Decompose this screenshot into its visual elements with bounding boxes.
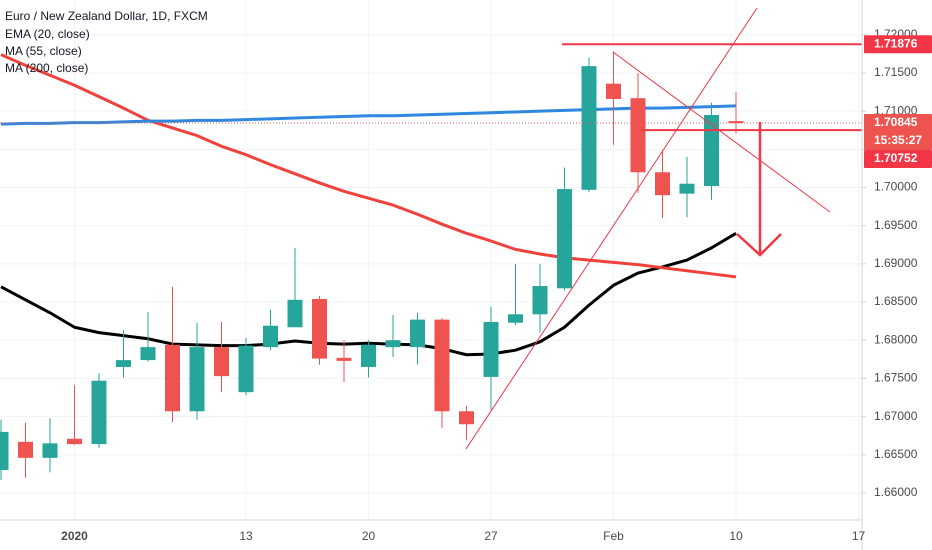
y-tick-label: 1.71500 bbox=[874, 65, 918, 79]
y-tick-label: 1.66500 bbox=[874, 447, 918, 461]
price-tag-label: 1.70752 bbox=[874, 151, 918, 165]
candle-body bbox=[18, 441, 33, 458]
ma-line bbox=[0, 53, 737, 279]
axes: 1.720001.715001.710001.705001.700001.695… bbox=[61, 27, 918, 543]
candle-body bbox=[238, 345, 254, 393]
price-tag-label: 1.70845 bbox=[874, 115, 918, 129]
candle-body bbox=[581, 66, 597, 190]
x-tick-label: Feb bbox=[603, 529, 624, 543]
candle-body bbox=[312, 299, 327, 359]
countdown-label: 15:35:27 bbox=[874, 133, 922, 147]
x-tick-label: 2020 bbox=[61, 529, 88, 543]
price-tag bbox=[864, 114, 932, 151]
candle-body bbox=[704, 114, 719, 187]
candle-body bbox=[459, 411, 474, 425]
candle-body bbox=[0, 431, 9, 471]
levels bbox=[0, 43, 862, 132]
x-tick-label: 10 bbox=[729, 529, 743, 543]
drawings bbox=[465, 7, 831, 450]
candles bbox=[0, 51, 744, 480]
price-tag bbox=[864, 35, 932, 54]
legend-entry: MA (55, close) bbox=[5, 44, 82, 58]
candle-body bbox=[116, 360, 131, 367]
candle-body bbox=[630, 98, 646, 173]
candle-body bbox=[189, 347, 205, 412]
y-tick-label: 1.66000 bbox=[874, 485, 918, 499]
legend: Euro / New Zealand Dollar, 1D, FXCM EMA … bbox=[5, 9, 208, 75]
candle-body bbox=[557, 189, 572, 289]
candle-body bbox=[263, 325, 278, 348]
price-tag-label: 1.71876 bbox=[874, 36, 918, 50]
candle-body bbox=[336, 357, 352, 361]
candle-body bbox=[434, 319, 450, 412]
y-tick-label: 1.69000 bbox=[874, 256, 918, 270]
y-tick-label: 1.67500 bbox=[874, 371, 918, 385]
chart-title: Euro / New Zealand Dollar, 1D, FXCM bbox=[5, 9, 208, 23]
arrow-head bbox=[736, 233, 782, 257]
y-tick-label: 1.68000 bbox=[874, 332, 918, 346]
candle-body bbox=[410, 319, 425, 348]
x-tick-label: 13 bbox=[239, 529, 253, 543]
candle-body bbox=[140, 347, 156, 361]
candle-body bbox=[655, 172, 670, 196]
price-tag bbox=[864, 150, 932, 169]
y-tick-label: 1.71000 bbox=[874, 103, 918, 117]
candle-body bbox=[361, 344, 376, 367]
candle-body bbox=[385, 340, 401, 348]
candle-body bbox=[679, 183, 695, 194]
y-tick-label: 1.67000 bbox=[874, 409, 918, 423]
candle-body bbox=[91, 380, 107, 445]
trend-line bbox=[612, 51, 831, 213]
x-tick-label: 27 bbox=[484, 529, 498, 543]
candle-body bbox=[532, 286, 548, 315]
candle-body bbox=[287, 299, 303, 328]
candle-body bbox=[214, 347, 229, 377]
y-tick-label: 1.70000 bbox=[874, 180, 918, 194]
candle-body bbox=[508, 314, 523, 323]
legend-entry: EMA (20, close) bbox=[5, 27, 90, 41]
price-tags: 1.71876 1.70845 15:35:27 1.70752 bbox=[864, 35, 932, 169]
trend-line bbox=[465, 7, 758, 450]
y-tick-label: 1.69500 bbox=[874, 218, 918, 232]
candle-body bbox=[606, 83, 621, 99]
x-tick-label: 20 bbox=[362, 529, 376, 543]
y-tick-label: 1.68500 bbox=[874, 294, 918, 308]
x-tick-label: 17 bbox=[852, 529, 866, 543]
candle-body bbox=[42, 443, 58, 458]
candle-body bbox=[165, 344, 180, 412]
candle-body bbox=[728, 121, 744, 124]
candle-body bbox=[483, 321, 499, 377]
legend-entry: MA (200, close) bbox=[5, 61, 88, 75]
candle-body bbox=[67, 438, 82, 445]
